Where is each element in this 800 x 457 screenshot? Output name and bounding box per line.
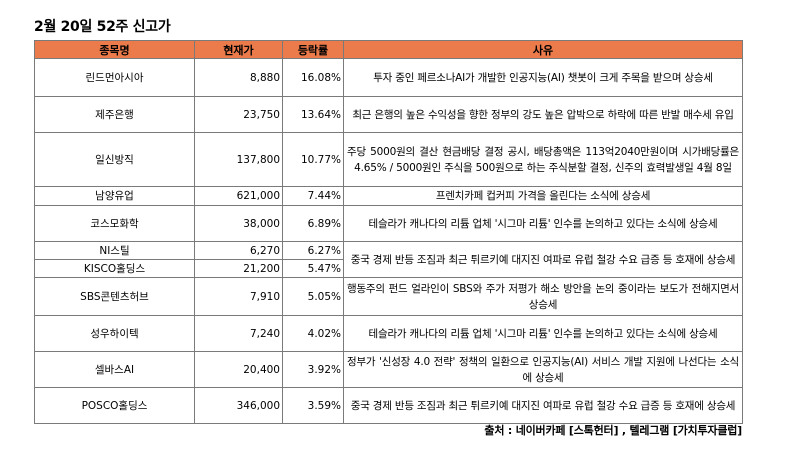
reason-text: 테슬라가 캐나다의 리튬 업체 '시그마 리튬' 인수를 논의하고 있다는 소식…: [343, 205, 743, 242]
table-row: POSCO홀딩스 346,000 3.59% 중국 경제 반등 조짐과 최근 튀…: [34, 387, 743, 424]
stock-name: 성우하이텍: [34, 315, 195, 352]
current-price: 346,000: [194, 387, 283, 424]
stock-name: 남양유업: [34, 186, 195, 206]
table-row: SBS콘텐츠허브 7,910 5.05% 행동주의 펀드 얼라인이 SBS와 주…: [34, 277, 743, 316]
change-rate: 5.47%: [282, 259, 344, 278]
stock-name: 일신방직: [34, 132, 195, 187]
current-price: 38,000: [194, 205, 283, 242]
stock-name: 셀바스AI: [34, 351, 195, 388]
table-header-row: 종목명 현재가 등락률 사유: [34, 40, 743, 59]
stock-name: SBS콘텐츠허브: [34, 277, 195, 316]
stock-name: 제주은행: [34, 96, 195, 133]
header-stock-name: 종목명: [34, 40, 195, 59]
current-price: 7,910: [194, 277, 283, 316]
table-row: 성우하이텍 7,240 4.02% 테슬라가 캐나다의 리튬 업체 '시그마 리…: [34, 315, 743, 352]
table-row: NI스틸 6,270 6.27% 중국 경제 반등 조짐과 최근 튀르키예 대지…: [34, 241, 743, 278]
current-price: 21,200: [194, 259, 283, 278]
change-rate: 7.44%: [282, 186, 344, 206]
current-price: 23,750: [194, 96, 283, 133]
header-reason: 사유: [343, 40, 743, 59]
change-rate: 3.59%: [282, 387, 344, 424]
page-title: 2월 20일 52주 신고가: [34, 19, 171, 35]
change-rate: 10.77%: [282, 132, 344, 187]
reason-text: 최근 은행의 높은 수익성을 향한 정부의 강도 높은 압박으로 하락에 따른 …: [343, 96, 743, 133]
stock-name: POSCO홀딩스: [34, 387, 195, 424]
change-rate: 3.92%: [282, 351, 344, 388]
source-caption: 출처 : 네이버카페 [스톡헌터] , 텔레그램 [가치투자클럽]: [484, 424, 742, 437]
change-rate: 16.08%: [282, 58, 344, 97]
change-rate: 5.05%: [282, 277, 344, 316]
table-row: 코스모화학 38,000 6.89% 테슬라가 캐나다의 리튬 업체 '시그마 …: [34, 205, 743, 242]
table-row: 제주은행 23,750 13.64% 최근 은행의 높은 수익성을 향한 정부의…: [34, 96, 743, 133]
current-price: 7,240: [194, 315, 283, 352]
stock-name: 린드먼아시아: [34, 58, 195, 97]
reason-text: 프렌치카페 컵커피 가격을 올린다는 소식에 상승세: [343, 186, 743, 206]
table-row: 남양유업 621,000 7.44% 프렌치카페 컵커피 가격을 올린다는 소식…: [34, 186, 743, 206]
reason-text: 중국 경제 반등 조짐과 최근 튀르키예 대지진 여파로 유럽 철강 수요 급증…: [343, 387, 743, 424]
current-price: 6,270: [194, 241, 283, 260]
change-rate: 13.64%: [282, 96, 344, 133]
reason-text: 행동주의 펀드 얼라인이 SBS와 주가 저평가 해소 방안을 논의 중이라는 …: [343, 277, 743, 316]
change-rate: 6.89%: [282, 205, 344, 242]
stock-name: KISCO홀딩스: [34, 259, 195, 278]
current-price: 20,400: [194, 351, 283, 388]
header-current-price: 현재가: [194, 40, 283, 59]
table-row: 셀바스AI 20,400 3.92% 정부가 '신성장 4.0 전략' 정책의 …: [34, 351, 743, 388]
reason-text: 테슬라가 캐나다의 리튬 업체 '시그마 리튬' 인수를 논의하고 있다는 소식…: [343, 315, 743, 352]
table-row: 린드먼아시아 8,880 16.08% 투자 중인 페르소나AI가 개발한 인공…: [34, 58, 743, 97]
reason-text: 정부가 '신성장 4.0 전략' 정책의 일환으로 인공지능(AI) 서비스 개…: [343, 351, 743, 388]
current-price: 137,800: [194, 132, 283, 187]
current-price: 621,000: [194, 186, 283, 206]
table-row: 일신방직 137,800 10.77% 주당 5000원의 결산 현금배당 결정…: [34, 132, 743, 187]
current-price: 8,880: [194, 58, 283, 97]
reason-text: 중국 경제 반등 조짐과 최근 튀르키예 대지진 여파로 유럽 철강 수요 급증…: [343, 241, 743, 278]
change-rate: 4.02%: [282, 315, 344, 352]
change-rate: 6.27%: [282, 241, 344, 260]
new-high-stock-table: 종목명 현재가 등락률 사유 린드먼아시아 8,880 16.08% 투자 중인…: [34, 40, 743, 424]
reason-text: 투자 중인 페르소나AI가 개발한 인공지능(AI) 챗봇이 크게 주목을 받으…: [343, 58, 743, 97]
stock-name: 코스모화학: [34, 205, 195, 242]
stock-name: NI스틸: [34, 241, 195, 260]
reason-text: 주당 5000원의 결산 현금배당 결정 공시, 배당총액은 113억2040만…: [343, 132, 743, 187]
header-change-rate: 등락률: [282, 40, 344, 59]
